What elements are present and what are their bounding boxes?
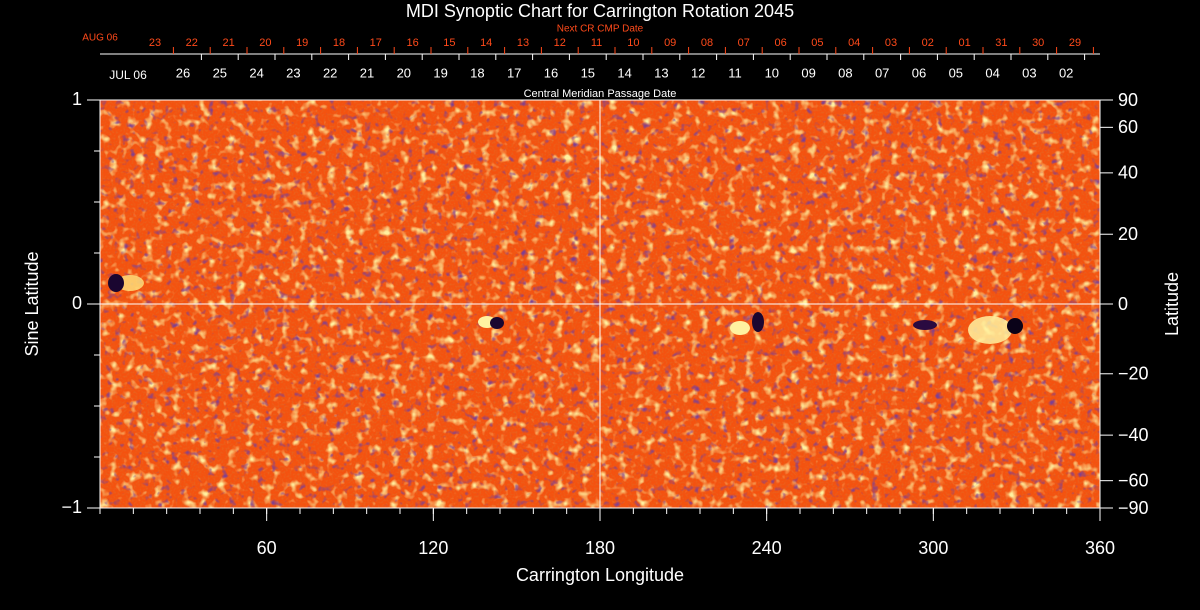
next-cr-date: 03	[885, 37, 897, 49]
next-cr-date: 22	[186, 37, 198, 49]
x-tick-label: 360	[1085, 538, 1115, 558]
cmp-date: 14	[617, 65, 631, 80]
y-tick-label: 0	[72, 293, 82, 313]
y-tick-label: −1	[61, 497, 82, 517]
y-tick-label: 1	[72, 89, 82, 109]
cmp-date: 06	[912, 65, 926, 80]
cmp-date: 03	[1022, 65, 1036, 80]
next-cr-date: 05	[811, 37, 823, 49]
cmp-date: 02	[1059, 65, 1073, 80]
next-cr-date: 15	[443, 37, 455, 49]
cmp-start-label: JUL 06	[109, 68, 147, 82]
x-tick-label: 120	[418, 538, 448, 558]
x-tick-label: 60	[257, 538, 277, 558]
next-cr-date: 29	[1069, 37, 1081, 49]
y-axis-label: Sine Latitude	[22, 251, 42, 356]
cmp-date: 10	[765, 65, 779, 80]
cmp-date: 16	[544, 65, 558, 80]
next-cr-date: 11	[591, 37, 602, 49]
next-cr-start-label: AUG 06	[82, 33, 118, 44]
cmp-date: 05	[949, 65, 963, 80]
next-cr-date: 08	[701, 37, 713, 49]
cmp-date: 17	[507, 65, 521, 80]
y2-tick-label: −60	[1118, 470, 1149, 490]
cmp-date: 20	[397, 65, 411, 80]
next-cr-date: 23	[149, 37, 161, 49]
next-cr-date: 16	[406, 37, 418, 49]
y2-tick-label: 90	[1118, 90, 1138, 110]
cmp-date: 23	[286, 65, 300, 80]
next-cr-date: 21	[222, 37, 234, 49]
y2-tick-label: −90	[1118, 498, 1149, 518]
y2-tick-label: −40	[1118, 425, 1149, 445]
cmp-date: 22	[323, 65, 337, 80]
cmp-date: 08	[838, 65, 852, 80]
cmp-date: 25	[213, 65, 227, 80]
cmp-date: 04	[985, 65, 999, 80]
next-cr-date: 14	[480, 37, 492, 49]
next-cr-date: 07	[738, 37, 750, 49]
next-cr-date: 09	[664, 37, 676, 49]
cmp-date: 09	[801, 65, 815, 80]
next-cr-date: 30	[1032, 37, 1044, 49]
cmp-date: 18	[470, 65, 484, 80]
y2-tick-label: 20	[1118, 224, 1138, 244]
cmp-date: 26	[176, 65, 190, 80]
y2-axis-label: Latitude	[1162, 272, 1182, 336]
next-cr-date: 18	[333, 37, 345, 49]
cmp-date: 15	[581, 65, 595, 80]
next-cr-date: 31	[995, 37, 1007, 49]
next-cr-date: 19	[296, 37, 308, 49]
cmp-date: 11	[728, 65, 742, 80]
y2-tick-label: 60	[1118, 117, 1138, 137]
next-cr-date: 12	[554, 37, 566, 49]
y2-tick-label: 40	[1118, 163, 1138, 183]
cmp-date: 21	[360, 65, 374, 80]
next-cr-date: 04	[848, 37, 860, 49]
x-tick-label: 180	[585, 538, 615, 558]
cmp-axis-title: Central Meridian Passage Date	[524, 88, 677, 100]
cmp-date: 24	[249, 65, 263, 80]
next-cr-date: 02	[922, 37, 934, 49]
next-cr-date: 13	[517, 37, 529, 49]
chart-title: MDI Synoptic Chart for Carrington Rotati…	[406, 1, 794, 21]
next-cr-date: 10	[627, 37, 639, 49]
y2-tick-label: 0	[1118, 294, 1128, 314]
cmp-date: 19	[433, 65, 447, 80]
next-cr-date: 17	[370, 37, 382, 49]
next-cr-axis-title: Next CR CMP Date	[557, 24, 644, 35]
next-cr-date: 06	[774, 37, 786, 49]
next-cr-date: 01	[958, 37, 970, 49]
cmp-date: 12	[691, 65, 705, 80]
y2-tick-label: −20	[1118, 364, 1149, 384]
x-tick-label: 300	[918, 538, 948, 558]
x-tick-label: 240	[752, 538, 782, 558]
cmp-date: 13	[654, 65, 668, 80]
next-cr-date: 20	[259, 37, 271, 49]
cmp-date: 07	[875, 65, 889, 80]
x-axis-label: Carrington Longitude	[516, 565, 684, 585]
